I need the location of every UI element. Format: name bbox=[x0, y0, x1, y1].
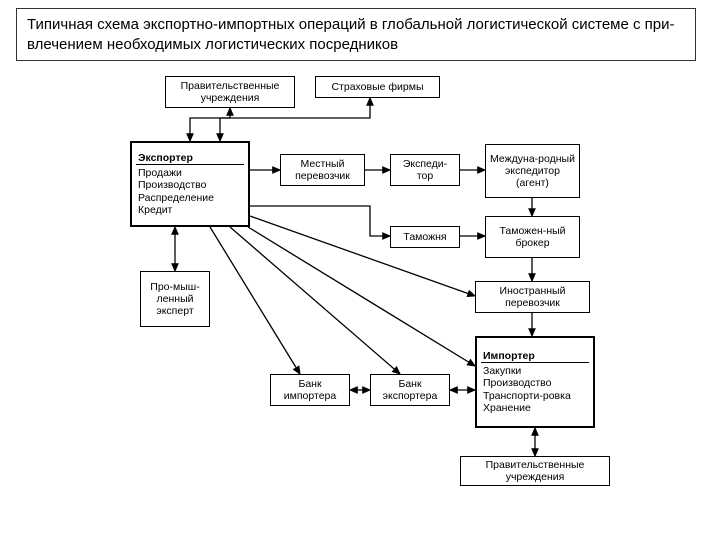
edge-5 bbox=[250, 206, 390, 236]
node-importer_bank: Банк импортера bbox=[270, 374, 350, 406]
node-intl_forwarder: Междуна-родный экспедитор (агент) bbox=[485, 144, 580, 198]
diagram-title: Типичная схема экспортно-импортных опера… bbox=[16, 8, 696, 61]
node-insurance: Страховые фирмы bbox=[315, 76, 440, 98]
node-customs_broker: Таможен-ный брокер bbox=[485, 216, 580, 258]
node-customs: Таможня bbox=[390, 226, 460, 248]
edge-11 bbox=[210, 227, 300, 374]
node-forwarder: Экспеди-тор bbox=[390, 154, 460, 186]
node-exporter_bank: Банк экспортера bbox=[370, 374, 450, 406]
flowchart-diagram: Правительственные учреждения Страховые фи… bbox=[80, 76, 660, 536]
node-importer: ИмпортерЗакупкиПроизводствоТранспорти-ро… bbox=[475, 336, 595, 428]
node-exporter: ЭкспортерПродажиПроизводствоРаспределени… bbox=[130, 141, 250, 227]
node-gov1: Правительственные учреждения bbox=[165, 76, 295, 108]
node-foreign_carrier: Иностранный перевозчик bbox=[475, 281, 590, 313]
edge-12 bbox=[230, 227, 400, 374]
node-ind_expert: Про-мыш-ленный эксперт bbox=[140, 271, 210, 327]
edge-0 bbox=[190, 108, 230, 141]
node-gov2: Правительственные учреждения bbox=[460, 456, 610, 486]
node-local_carrier: Местный перевозчик bbox=[280, 154, 365, 186]
